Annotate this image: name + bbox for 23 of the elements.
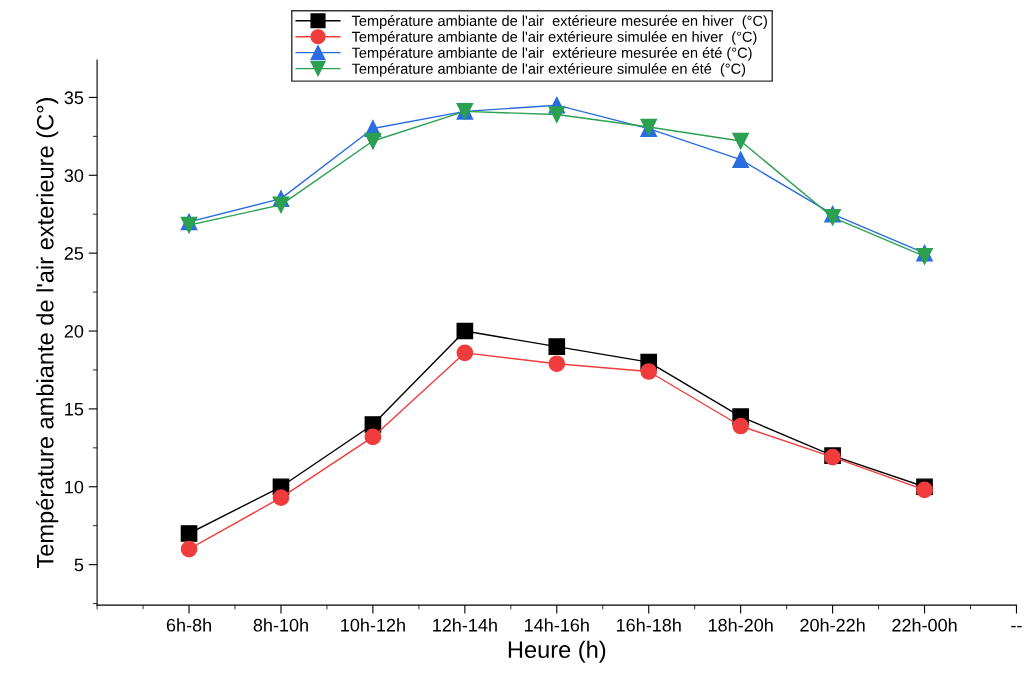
x-tick-label: 22h-00h	[892, 618, 957, 632]
legend-label: Température ambiante de l'air extérieure simulée en hiver (°C)	[351, 31, 757, 45]
x-tick-label: 6h-8h	[166, 618, 211, 632]
x-axis-title: Heure (h)	[508, 640, 606, 663]
x-tick-label: 10h-12h	[341, 618, 405, 632]
x-tick-label: 12h-14h	[433, 618, 497, 632]
x-tick-label: 18h-20h	[708, 618, 773, 632]
y-tick-label: 35	[64, 91, 84, 105]
y-tick-label: 25	[64, 247, 84, 260]
x-tick-label: 8h-10h	[253, 618, 308, 632]
legend-label: Température ambiante de l'air extérieure simulée en été (°C)	[351, 62, 746, 77]
y-axis-title: Température ambiante de l'air exterieure (C°)	[35, 98, 59, 568]
legend-label: Température ambiante de l'air extérieure mesurée en hiver (°C)	[351, 15, 767, 29]
x-tick-label: --	[1011, 625, 1022, 628]
y-tick-label: 10	[65, 480, 84, 494]
legend-label: Température ambiante de l'air extérieure mesurée en été (°C)	[351, 47, 752, 61]
y-tick-label: 5	[74, 558, 84, 572]
y-tick-label: 20	[64, 324, 84, 338]
x-tick-label: 14h-16h	[525, 618, 589, 632]
y-tick-label: 30	[64, 169, 84, 182]
x-tick-label: 20h-22h	[800, 618, 865, 632]
y-tick-label: 15	[65, 403, 84, 416]
x-tick-label: 16h-18h	[616, 618, 681, 632]
